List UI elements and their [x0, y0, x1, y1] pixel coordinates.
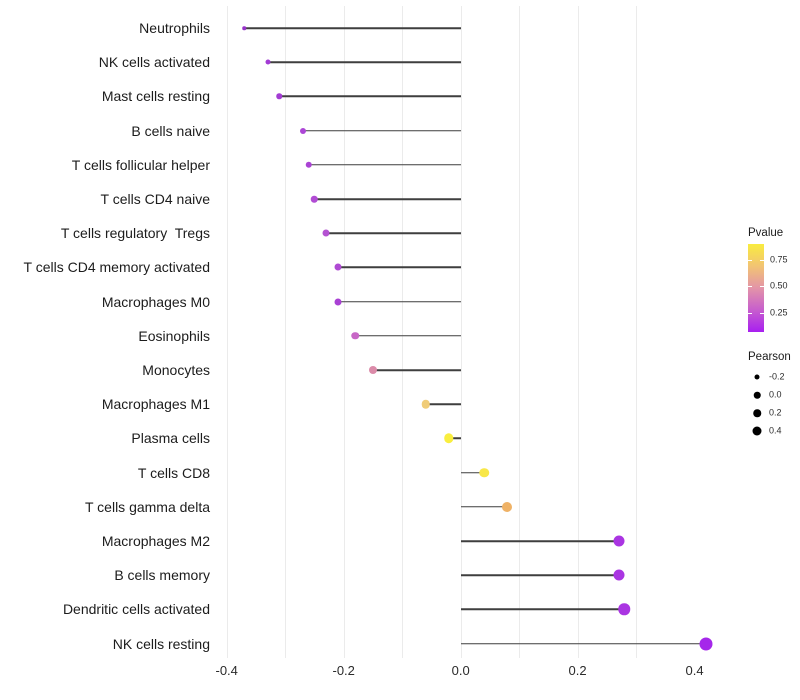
gridline [285, 6, 287, 658]
data-point [368, 366, 377, 374]
x-tick-label: -0.2 [332, 663, 355, 678]
data-point [699, 637, 713, 651]
colorbar-tick-label: 0.75 [770, 254, 788, 265]
category-label: B cells memory [114, 567, 210, 584]
colorbar-tick-label: 0.50 [770, 280, 788, 291]
pvalue-colorbar [748, 244, 764, 332]
stem-line [460, 642, 707, 645]
category-label: T cells CD8 [137, 464, 210, 481]
category-label: T cells CD4 naive [100, 191, 210, 207]
gridline [402, 6, 404, 658]
category-label: T cells gamma delta [84, 498, 210, 515]
x-tick-label: 0.0 [451, 663, 470, 678]
stem-line [326, 232, 461, 234]
data-point [421, 399, 430, 409]
data-point [305, 161, 312, 169]
stem-line [460, 608, 625, 611]
stem-line [337, 300, 461, 303]
colorbar-tick-label: 0.25 [770, 307, 788, 318]
stem-line [337, 266, 461, 269]
stem-line [460, 506, 508, 508]
category-label: Macrophages M0 [101, 293, 210, 310]
data-point [276, 93, 283, 100]
category-label: B cells naive [131, 122, 210, 139]
data-point [334, 298, 342, 306]
colorbar-tick [748, 312, 752, 314]
size-key-dot [754, 374, 760, 380]
data-point [618, 603, 631, 616]
stem-line [308, 164, 461, 166]
data-point [351, 332, 360, 340]
category-label: T cells CD4 memory activated [23, 259, 210, 276]
data-point [479, 467, 489, 478]
data-point [613, 535, 625, 547]
stem-line [460, 471, 485, 474]
colorbar-tick [748, 259, 752, 261]
size-key-label: 0.2 [769, 407, 782, 418]
x-tick-label: -0.4 [215, 663, 238, 678]
category-label: Monocytes [142, 362, 210, 378]
data-point [311, 195, 318, 203]
gridline [343, 6, 345, 658]
gridline [577, 6, 579, 658]
category-label: T cells regulatory Tregs [60, 225, 210, 242]
stem-line [279, 95, 461, 98]
data-point [613, 569, 625, 581]
category-label: NK cells activated [98, 54, 210, 71]
colorbar-tick [748, 286, 752, 288]
size-key-dot [752, 426, 762, 436]
data-point [322, 229, 330, 237]
gridline [519, 6, 521, 658]
size-key-label: 0.4 [769, 425, 782, 436]
stem-line [314, 198, 461, 200]
colorbar-tick [760, 259, 764, 261]
gridline [460, 6, 462, 658]
category-label: Macrophages M1 [101, 396, 210, 413]
category-label: Eosinophils [138, 327, 210, 344]
category-label: NK cells resting [112, 635, 210, 652]
x-tick-label: 0.4 [685, 663, 704, 678]
size-key-dot [753, 391, 761, 399]
data-point [444, 433, 454, 444]
size-key-label: -0.2 [769, 371, 785, 382]
stem-line [244, 27, 461, 29]
gridline [226, 6, 228, 658]
data-point [265, 59, 271, 65]
stem-line [460, 574, 619, 576]
data-point [242, 26, 246, 30]
pvalue-legend-title: Pvalue [748, 227, 784, 239]
category-label: Dendritic cells activated [62, 601, 210, 618]
data-point [334, 263, 342, 271]
stem-line [372, 369, 461, 371]
gridline [636, 6, 638, 658]
stem-line [448, 437, 461, 440]
stem-line [302, 129, 461, 132]
colorbar-tick [760, 286, 764, 288]
category-label: Plasma cells [131, 430, 210, 447]
data-point [299, 127, 306, 134]
size-key-label: 0.0 [769, 389, 782, 400]
pearson-legend-title: Pearson [748, 351, 791, 363]
size-key-dot [753, 409, 761, 417]
stem-line [355, 335, 461, 337]
category-label: Neutrophils [139, 20, 210, 36]
x-tick-label: 0.2 [568, 663, 587, 678]
category-label: Macrophages M2 [101, 533, 210, 549]
stem-line [425, 403, 461, 405]
data-point [502, 501, 513, 512]
colorbar-tick [760, 312, 764, 314]
stem-line [267, 61, 461, 63]
category-label: T cells follicular helper [71, 156, 210, 173]
stem-line [460, 540, 619, 542]
category-label: Mast cells resting [101, 88, 210, 105]
